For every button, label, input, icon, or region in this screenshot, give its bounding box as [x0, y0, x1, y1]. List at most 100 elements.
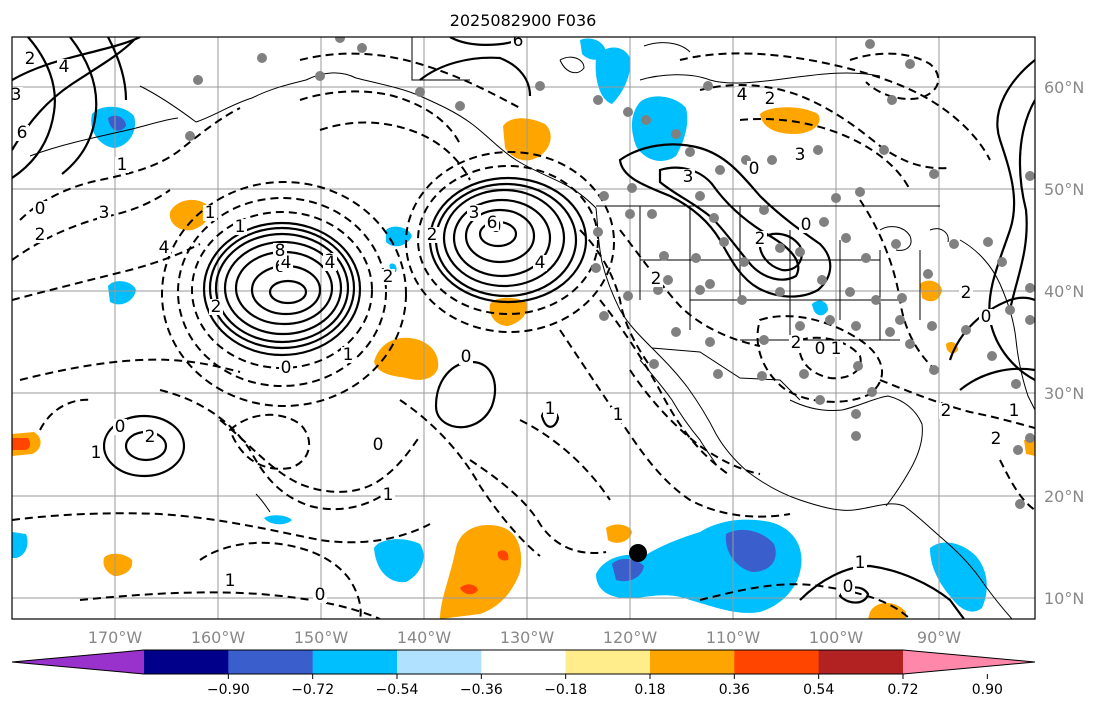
gulf-coast: [789, 395, 923, 507]
east-trough-solid2: [1008, 99, 1035, 311]
dashed-central-1: [399, 399, 541, 557]
dashed-nw-2: [319, 121, 471, 181]
contour-label: 4: [59, 57, 70, 77]
contour-label-bg: [12, 87, 23, 103]
dashed-east-3: [629, 369, 761, 475]
red-patch-south-c2: [497, 550, 509, 561]
red-patch-south-c: [460, 584, 478, 595]
contour-label-bg: [789, 335, 803, 351]
dashed-central-2: [469, 459, 607, 554]
contour-label: 3: [99, 203, 110, 223]
contour-label: 4: [737, 85, 748, 105]
small-high-w-ring2: [102, 414, 186, 478]
contour-label-bg: [209, 299, 223, 315]
dashed-southwest-2: [219, 419, 421, 493]
dashed-east-1: [559, 329, 791, 518]
contour-label: 8: [275, 241, 286, 261]
contour-label-bg: [113, 419, 127, 435]
small-high-mid: [434, 360, 497, 429]
blue-patch-south-core2: [612, 558, 644, 582]
lat-label: 20°N: [1044, 487, 1084, 506]
colorbar-outline: [11, 649, 1036, 675]
colorbar-tick-label: 0.54: [803, 682, 834, 698]
orange-patch-mid2: [489, 297, 528, 326]
colorbar-extend-min: [12, 650, 144, 674]
contour-label: 1: [545, 399, 556, 419]
contour-label-bg: [649, 271, 663, 287]
contour-label: 0: [749, 159, 760, 179]
dashed-ring-right2: [405, 151, 615, 333]
colorbar-segment: [228, 650, 314, 674]
dashed-ring-right1: [417, 165, 599, 315]
contour-label: 6: [487, 213, 498, 233]
contour-label-bg: [1007, 403, 1021, 419]
dashed-right-edge: [999, 459, 1035, 511]
contour-label-bg: [23, 51, 37, 67]
orange-patch-canada: [760, 107, 820, 134]
blue-patch-gulf: [812, 300, 828, 316]
contour-label-bg: [753, 231, 767, 247]
contour-label-bg: [341, 347, 355, 363]
contour-label-bg: [485, 215, 499, 231]
east-trough-solid1: [988, 59, 1035, 381]
lon-label: 160°W: [191, 628, 246, 647]
contour-label-bg: [799, 217, 813, 233]
colorbar-tick-label: −0.18: [544, 682, 587, 698]
contour-label-bg: [143, 429, 157, 445]
contour-label-bg: [425, 227, 439, 243]
longitude-axis-labels: 170°W 160°W 150°W 140°W 130°W 120°W 110°…: [88, 628, 961, 647]
dashed-ring-left3: [161, 181, 407, 407]
north-ridge-1: [419, 56, 532, 97]
contour-label-bg: [115, 157, 129, 173]
map-frame: [11, 36, 1036, 620]
east-trough-solid3: [948, 296, 1035, 361]
colorbar-segment: [565, 650, 651, 674]
west-coast: [595, 207, 1013, 619]
lon-label: 110°W: [706, 628, 761, 647]
nw-corner-solid1: [12, 37, 56, 179]
dashed-us-2: [619, 229, 761, 347]
contour-label: 1: [117, 155, 128, 175]
high-left-ring5: [214, 232, 350, 344]
colorbar-segment: [481, 650, 567, 674]
contour-label: 0: [35, 199, 46, 219]
contour-label: 6: [17, 123, 28, 143]
contour-label-bg: [381, 487, 395, 503]
lon-label: 120°W: [603, 628, 658, 647]
lon-label: 150°W: [294, 628, 349, 647]
us-mexico-border: [651, 347, 801, 401]
high-right-ring4: [442, 188, 566, 288]
lat-label: 50°N: [1044, 180, 1084, 199]
contour-label-bg: [853, 555, 867, 571]
contour-label: 0: [801, 215, 812, 235]
contour-label-bg: [747, 161, 761, 177]
orange-patch-se: [946, 342, 958, 354]
contour-label: 2: [427, 225, 438, 245]
high-right-ring3: [452, 198, 552, 278]
lat-label: 40°N: [1044, 282, 1084, 301]
lon-label: 100°W: [809, 628, 864, 647]
contour-label: 6: [513, 31, 524, 51]
high-right-ring2: [464, 208, 536, 264]
orange-patch-far-right: [1024, 438, 1035, 456]
contour-label: 0: [315, 585, 326, 605]
station-dots: [185, 37, 1035, 509]
contour-label-bg: [979, 309, 993, 325]
latitude-axis-labels: 60°N 50°N 40°N 30°N 20°N 10°N: [1044, 78, 1084, 608]
orange-patch-w1: [169, 199, 210, 231]
trough-west-solid: [12, 37, 141, 81]
lon-label: 130°W: [500, 628, 555, 647]
dashed-east-2: [599, 299, 729, 475]
blue-patch-south-w: [374, 539, 424, 583]
high-left-ring1: [268, 279, 308, 305]
dashed-nw-3: [299, 52, 521, 109]
lon-label: 90°W: [917, 628, 961, 647]
east-trough-solid4: [959, 367, 1035, 391]
blue-patch-central-am: [930, 542, 987, 612]
colorbar-tick-labels: −0.90 −0.72 −0.54 −0.36 −0.18 0.18 0.36 0.54 0.7…: [207, 682, 1003, 698]
contour-label: 2: [755, 229, 766, 249]
contour-label: 2: [961, 283, 972, 303]
contour-label-bg: [841, 579, 855, 595]
colorbar-tick-label: 0.18: [634, 682, 665, 698]
contour-label-bg: [313, 587, 327, 603]
